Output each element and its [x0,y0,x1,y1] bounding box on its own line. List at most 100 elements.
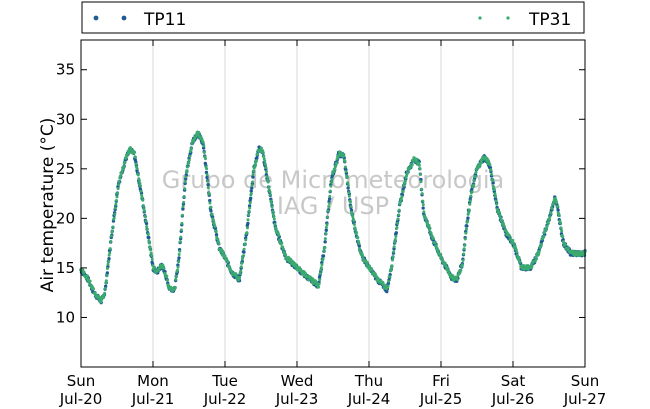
tp31-point [263,162,267,166]
tp31-point [508,234,512,238]
tp31-point [206,186,210,190]
legend-frame [81,1,585,34]
tp31-point [443,261,447,265]
tp31-point [178,240,182,244]
plot-area: Grupo de Micrometeorologia IAG / USP [79,39,587,368]
tp31-point [351,215,355,219]
tp31-point [271,209,275,213]
tp31-point [319,266,323,270]
tp31-point [150,257,154,261]
tp31-point [265,175,269,179]
tp31-point [550,207,554,211]
tp31-point [113,212,117,216]
x-tick-label-date: Jul-20 [59,390,103,408]
tp31-point [542,231,546,235]
tp31-point [349,204,353,208]
tp31-point [420,187,424,191]
tp31-point [400,195,404,199]
tp31-point [545,224,549,228]
tp11-point [556,208,560,212]
tp31-point [187,161,191,165]
tp31-point [112,216,116,220]
tp31-point [114,198,118,202]
tp31-point [549,211,553,215]
tp31-point [494,194,498,198]
tp31-point [214,230,218,234]
tp31-point [158,266,162,270]
tp31-point [564,243,568,247]
tp31-point [134,162,138,166]
tp31-point [424,217,428,221]
legend-marker-tp31 [478,16,482,20]
tp31-point [386,284,390,288]
x-tick-label-day: Sun [571,372,600,390]
tp31-point [497,210,501,214]
x-tick-label-day: Sun [67,372,96,390]
tp31-point [253,165,257,169]
tp31-point [109,234,113,238]
tp31-point [277,233,281,237]
tp31-point [402,184,406,188]
tp31-point [368,264,372,268]
tp31-point [217,242,221,246]
tp31-point [103,286,107,290]
tp31-point [264,166,268,170]
tp31-point [559,221,562,225]
x-tick-label-date: Jul-22 [203,390,247,408]
tp31-point [105,266,109,270]
tp31-point [187,158,191,162]
tp31-point [132,150,136,154]
tp31-point [248,206,252,210]
tp31-point [178,249,182,253]
tp31-point [354,228,358,232]
tp31-point [324,225,328,229]
tp31-point [245,226,249,230]
plot-frame [80,39,586,368]
tp31-point [463,243,467,247]
tp31-point [391,258,394,262]
tp31-point [142,209,146,213]
tp31-point [146,232,150,236]
tp31-point [410,163,414,167]
tp31-point [439,255,443,259]
tp31-point [238,272,242,276]
tp31-point [165,274,169,278]
tp31-point [106,262,110,266]
tp31-point [464,227,468,231]
tp31-point [517,255,521,259]
y-tick-label: 25 [56,160,75,178]
tp31-point [124,156,128,160]
tp31-point [436,248,440,252]
tp31-point [186,165,190,169]
tp31-point [324,232,328,236]
tp31-point [137,179,141,183]
tp31-point [139,184,142,188]
tp31-point [181,213,184,217]
x-tick-label-day: Tue [211,372,238,390]
tp31-point [176,265,180,269]
tp11-point [242,250,246,254]
tp31-point [474,170,478,174]
tp11-point [181,207,185,211]
tp31-point [493,192,497,196]
tp31-point [240,261,244,265]
tp31-point [355,231,359,235]
tp31-point [463,237,467,241]
tp31-point [491,184,495,188]
tp11-point [324,228,328,232]
tp31-point [455,278,459,282]
tp31-point [352,219,356,223]
tp31-point [346,181,350,185]
tp31-point [183,187,187,191]
tp31-point [472,183,476,187]
tp31-point [179,228,183,232]
tp31-point [197,131,201,135]
tp31-point [246,218,250,222]
tp31-point [104,279,108,283]
tp31-point [329,184,333,188]
tp31-point [314,279,318,283]
tp31-point [141,198,145,202]
tp31-point [329,180,333,184]
tp31-point [120,170,124,174]
